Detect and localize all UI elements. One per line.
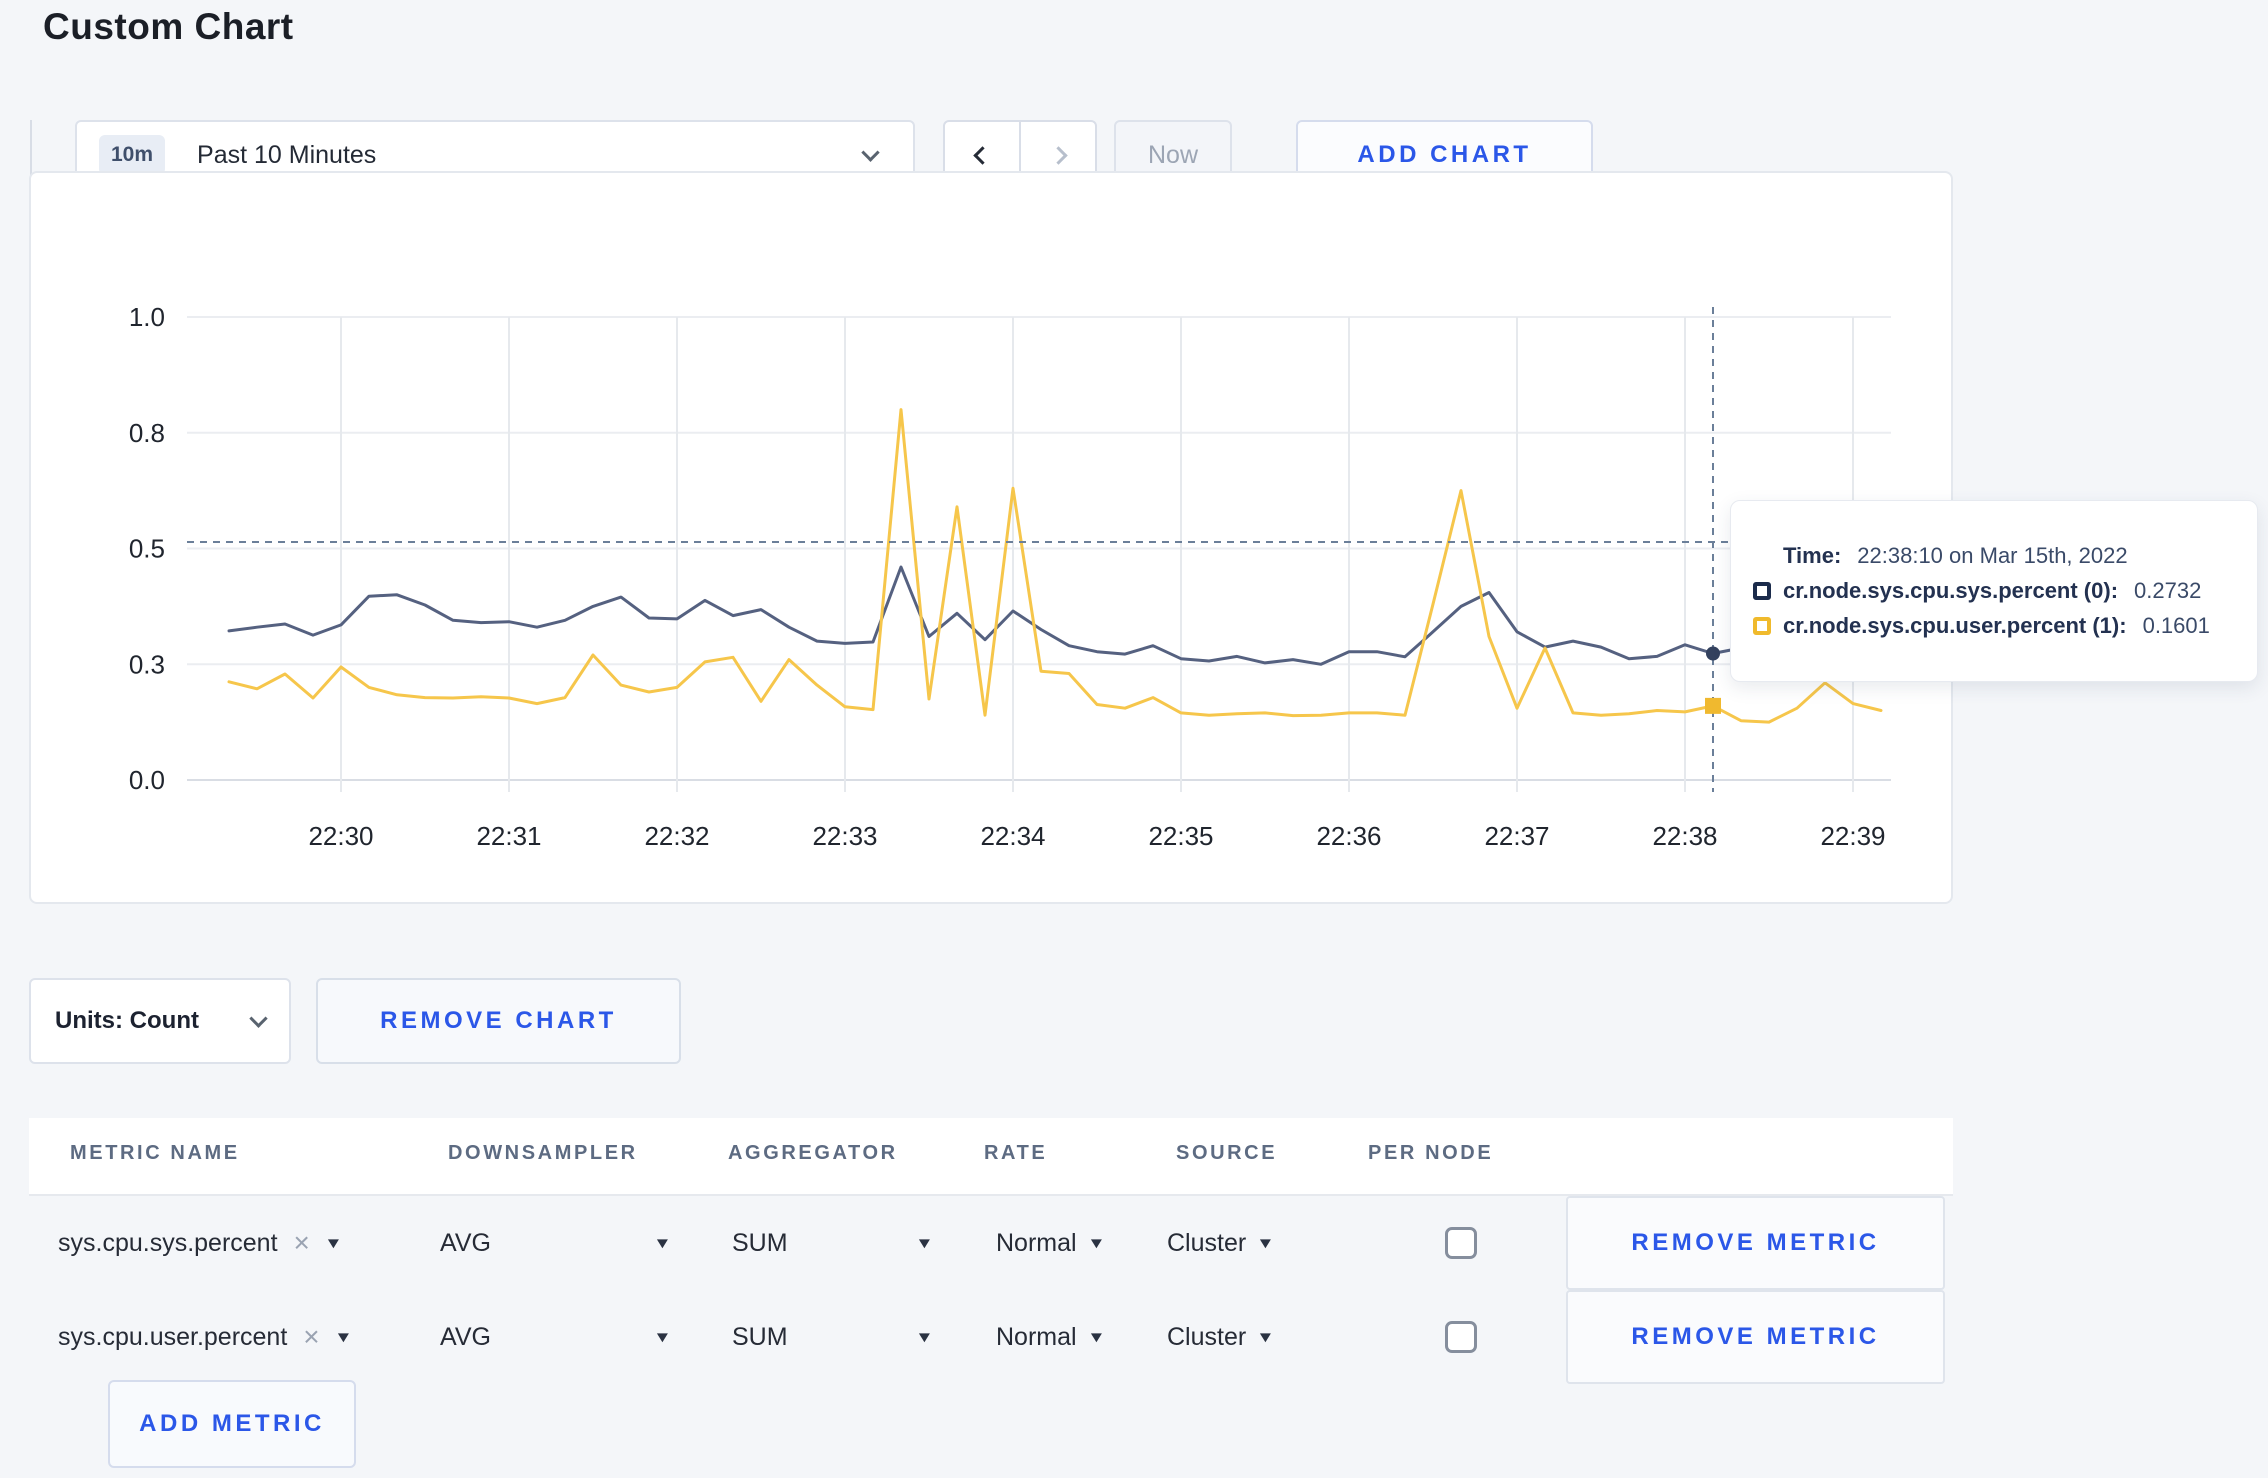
per-node-checkbox[interactable] — [1445, 1227, 1477, 1259]
series-sys-swatch-icon — [1753, 582, 1771, 600]
remove-metric-button[interactable]: REMOVE METRIC — [1566, 1196, 1945, 1290]
remove-chart-button[interactable]: REMOVE CHART — [316, 978, 681, 1064]
time-range-badge: 10m — [99, 135, 166, 175]
toolbar-divider — [30, 120, 32, 190]
metric-name-select[interactable]: sys.cpu.user.percent × ▼ — [58, 1290, 440, 1384]
tooltip-time-row: Time: 22:38:10 on Mar 15th, 2022 — [1753, 543, 2237, 569]
chevron-down-icon — [861, 142, 880, 162]
metric-row: sys.cpu.sys.percent × ▼ AVG ▼ SUM ▼ Norm… — [29, 1196, 1953, 1290]
svg-text:0.5: 0.5 — [129, 534, 165, 564]
downsampler-value: AVG — [440, 1322, 491, 1351]
tooltip-time-value: 22:38:10 on Mar 15th, 2022 — [1857, 543, 2128, 568]
per-node-checkbox[interactable] — [1445, 1321, 1477, 1353]
remove-metric-button[interactable]: REMOVE METRIC — [1566, 1290, 1945, 1384]
tooltip-spacer — [1753, 547, 1771, 565]
chart-card: 0.0 0.3 0.5 0.8 1.0 22:30 22:31 22:32 22:33 22:34… — [29, 171, 1953, 904]
svg-text:22:32: 22:32 — [644, 821, 709, 851]
tooltip-series-value: 0.1601 — [2142, 613, 2210, 638]
units-select[interactable]: Units: Count — [29, 978, 291, 1064]
svg-text:22:33: 22:33 — [812, 821, 877, 851]
aggregator-select[interactable]: SUM ▼ — [732, 1196, 934, 1290]
svg-text:22:36: 22:36 — [1316, 821, 1381, 851]
chart-tooltip: Time: 22:38:10 on Mar 15th, 2022 cr.node… — [1730, 500, 2258, 682]
remove-metric-label: REMOVE METRIC — [1631, 1323, 1880, 1350]
svg-text:22:31: 22:31 — [476, 821, 541, 851]
tooltip-series-label: cr.node.sys.cpu.sys.percent (0): — [1783, 578, 2119, 603]
svg-text:22:30: 22:30 — [308, 821, 373, 851]
per-node-cell — [1431, 1290, 1491, 1384]
add-metric-button[interactable]: ADD METRIC — [108, 1380, 356, 1468]
dropdown-caret-icon: ▼ — [1256, 1234, 1275, 1252]
tooltip-time-label: Time: — [1783, 543, 1842, 568]
time-range-label: Past 10 Minutes — [197, 140, 377, 169]
header-metric-name: METRIC NAME — [70, 1142, 240, 1164]
chevron-left-icon — [972, 145, 992, 165]
source-value: Cluster — [1167, 1228, 1247, 1257]
header-per-node: PER NODE — [1368, 1142, 1494, 1164]
prev-time-button[interactable] — [945, 122, 1021, 188]
remove-chart-label: REMOVE CHART — [380, 1007, 617, 1034]
dropdown-caret-icon: ▼ — [1086, 1328, 1106, 1346]
aggregator-value: SUM — [732, 1228, 788, 1257]
svg-text:0.0: 0.0 — [129, 765, 165, 795]
units-select-label: Units: Count — [55, 1007, 199, 1034]
per-node-cell — [1431, 1196, 1491, 1290]
downsampler-value: AVG — [440, 1228, 491, 1257]
rate-select[interactable]: Normal ▼ — [996, 1290, 1106, 1384]
metric-row: sys.cpu.user.percent × ▼ AVG ▼ SUM ▼ Nor… — [29, 1290, 1953, 1384]
dropdown-caret-icon: ▼ — [333, 1328, 353, 1346]
header-rate: RATE — [984, 1142, 1048, 1164]
tooltip-series-row: cr.node.sys.cpu.sys.percent (0): 0.2732 — [1753, 578, 2237, 604]
metric-name-value: sys.cpu.user.percent — [58, 1322, 288, 1351]
dropdown-caret-icon: ▼ — [1086, 1234, 1106, 1252]
rate-select[interactable]: Normal ▼ — [996, 1196, 1106, 1290]
downsampler-select[interactable]: AVG ▼ — [440, 1290, 672, 1384]
svg-text:0.8: 0.8 — [129, 418, 165, 448]
series-user-swatch-icon — [1753, 617, 1771, 635]
add-chart-label: ADD CHART — [1357, 141, 1532, 168]
metrics-table-header: METRIC NAME DOWNSAMPLER AGGREGATOR RATE … — [29, 1118, 1953, 1196]
tooltip-series-label: cr.node.sys.cpu.user.percent (1): — [1783, 613, 2127, 638]
now-button-label: Now — [1147, 140, 1198, 169]
source-select[interactable]: Cluster ▼ — [1167, 1196, 1275, 1290]
svg-text:22:35: 22:35 — [1148, 821, 1213, 851]
add-metric-label: ADD METRIC — [139, 1410, 325, 1437]
line-chart[interactable]: 0.0 0.3 0.5 0.8 1.0 22:30 22:31 22:32 22:33 22:34… — [31, 173, 1951, 902]
metric-name-select[interactable]: sys.cpu.sys.percent × ▼ — [58, 1196, 440, 1290]
source-value: Cluster — [1167, 1322, 1247, 1351]
tooltip-series-value: 0.2732 — [2134, 578, 2202, 603]
source-select[interactable]: Cluster ▼ — [1167, 1290, 1275, 1384]
clear-metric-icon[interactable]: × — [293, 1227, 310, 1258]
remove-metric-label: REMOVE METRIC — [1631, 1229, 1880, 1256]
page-title: Custom Chart — [43, 6, 294, 47]
svg-text:22:37: 22:37 — [1484, 821, 1549, 851]
clear-metric-icon[interactable]: × — [303, 1321, 320, 1352]
svg-text:22:38: 22:38 — [1652, 821, 1717, 851]
aggregator-select[interactable]: SUM ▼ — [732, 1290, 934, 1384]
header-source: SOURCE — [1176, 1142, 1278, 1164]
tooltip-series-row: cr.node.sys.cpu.user.percent (1): 0.1601 — [1753, 613, 2237, 639]
dropdown-caret-icon: ▼ — [653, 1234, 672, 1252]
chevron-right-icon — [1048, 145, 1068, 165]
dropdown-caret-icon: ▼ — [1256, 1328, 1275, 1346]
svg-text:22:39: 22:39 — [1820, 821, 1885, 851]
rate-value: Normal — [996, 1322, 1077, 1351]
dropdown-caret-icon: ▼ — [915, 1234, 934, 1252]
svg-text:1.0: 1.0 — [129, 302, 165, 332]
header-downsampler: DOWNSAMPLER — [448, 1142, 638, 1164]
aggregator-value: SUM — [732, 1322, 788, 1351]
dropdown-caret-icon: ▼ — [653, 1328, 672, 1346]
header-aggregator: AGGREGATOR — [728, 1142, 898, 1164]
dropdown-caret-icon: ▼ — [915, 1328, 934, 1346]
metric-name-value: sys.cpu.sys.percent — [58, 1228, 278, 1257]
dropdown-caret-icon: ▼ — [324, 1234, 343, 1252]
svg-text:0.3: 0.3 — [129, 649, 165, 679]
chevron-down-icon — [249, 1008, 268, 1028]
downsampler-select[interactable]: AVG ▼ — [440, 1196, 672, 1290]
rate-value: Normal — [996, 1228, 1077, 1257]
svg-text:22:34: 22:34 — [980, 821, 1045, 851]
